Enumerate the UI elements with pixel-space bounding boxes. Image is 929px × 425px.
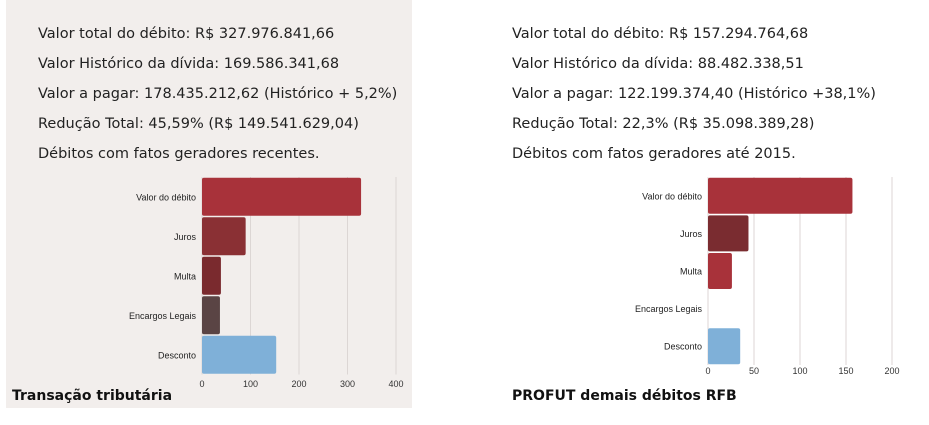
bar-valor-do-d-bito (202, 177, 362, 216)
info-reducao-total: Redução Total: 45,59% (R$ 149.541.629,04… (38, 116, 359, 132)
info-valor-a-pagar: Valor a pagar: 122.199.374,40 (Histórico… (512, 86, 876, 102)
x-tick-label: 0 (705, 366, 710, 376)
bar-encargos-legais (202, 296, 220, 335)
chart-caption: PROFUT demais débitos RFB (512, 388, 737, 404)
bar-desconto (708, 328, 741, 365)
bar-juros (202, 217, 246, 256)
info-valor-a-pagar: Valor a pagar: 178.435.212,62 (Histórico… (38, 86, 398, 102)
bar-desconto (202, 335, 277, 374)
x-tick-label: 200 (884, 366, 899, 376)
info-debitos-note: Débitos com fatos geradores até 2015. (512, 146, 796, 162)
chart-caption: Transação tributária (12, 388, 173, 404)
x-tick-label: 400 (388, 379, 403, 389)
category-label: Juros (174, 232, 197, 242)
category-label: Valor do débito (136, 192, 196, 202)
info-valor-total: Valor total do débito: R$ 327.976.841,66 (38, 26, 335, 42)
info-valor-historico: Valor Histórico da dívida: 169.586.341,6… (38, 56, 340, 72)
category-label: Encargos Legais (129, 311, 197, 321)
x-tick-label: 100 (243, 379, 258, 389)
info-valor-total: Valor total do débito: R$ 157.294.764,68 (512, 26, 809, 42)
chart-panel-profut: Valor total do débito: R$ 157.294.764,68… (484, 0, 924, 408)
chart-panel-transacao: Valor total do débito: R$ 327.976.841,66… (6, 0, 412, 408)
bar-multa (202, 256, 221, 295)
x-tick-label: 200 (291, 379, 306, 389)
category-label: Multa (174, 271, 196, 281)
x-tick-label: 150 (838, 366, 853, 376)
category-label: Encargos Legais (635, 304, 703, 314)
category-label: Juros (680, 229, 703, 239)
category-label: Multa (680, 267, 702, 277)
bar-juros (708, 215, 749, 252)
bar-valor-do-d-bito (708, 177, 853, 214)
info-debitos-note: Débitos com fatos geradores recentes. (38, 146, 320, 162)
bar-chart-transacao: Valor do débito Juros Multa Encargos Legais… (129, 177, 404, 389)
category-label: Desconto (158, 350, 196, 360)
x-tick-label: 300 (340, 379, 355, 389)
category-label: Desconto (664, 342, 702, 352)
x-tick-label: 50 (749, 366, 759, 376)
info-reducao-total: Redução Total: 22,3% (R$ 35.098.389,28) (512, 116, 815, 132)
info-valor-historico: Valor Histórico da dívida: 88.482.338,51 (512, 56, 804, 72)
bar-chart-profut: Valor do débito Juros Multa Encargos Legais… (635, 177, 900, 376)
bar-multa (708, 253, 732, 289)
x-tick-label: 100 (792, 366, 807, 376)
category-label: Valor do débito (642, 191, 702, 201)
x-tick-label: 0 (199, 379, 204, 389)
